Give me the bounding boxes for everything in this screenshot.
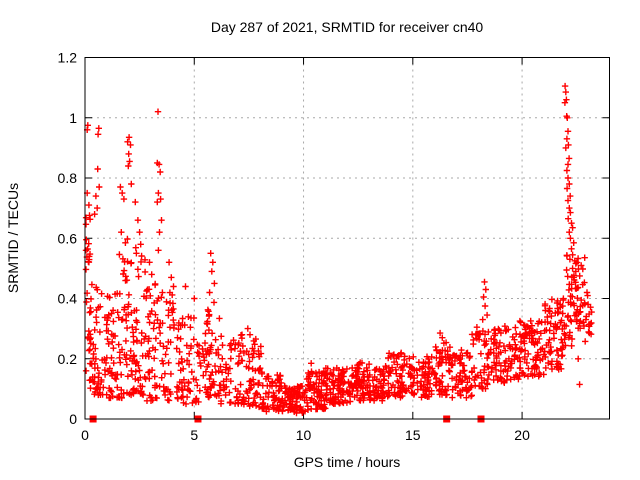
x-tick-label: 20 [514, 427, 530, 443]
x-tick-label: 10 [296, 427, 312, 443]
y-tick-label: 0.6 [58, 230, 78, 246]
y-tick-label: 0 [69, 411, 77, 427]
x-tick-label: 15 [405, 427, 421, 443]
y-tick-labels: 0 0.2 0.4 0.6 0.8 1 1.2 [58, 50, 78, 428]
y-tick-label: 0.8 [58, 170, 78, 186]
plot-border [84, 57, 610, 420]
x-tick-labels: 0 5 10 15 20 [81, 427, 530, 443]
x-tick-label: 0 [81, 427, 89, 443]
y-axis-label: SRMTID / TECUs [5, 183, 21, 293]
chart-title: Day 287 of 2021, SRMTID for receiver cn4… [211, 19, 484, 35]
y-tick-label: 0.2 [58, 351, 78, 367]
data-points-srmtid [82, 82, 595, 417]
x-tick-label: 5 [190, 427, 198, 443]
y-tick-label: 1.2 [58, 50, 78, 66]
y-tick-label: 0.4 [58, 291, 78, 307]
x-axis-label: GPS time / hours [294, 454, 401, 470]
y-tick-label: 1 [69, 110, 77, 126]
